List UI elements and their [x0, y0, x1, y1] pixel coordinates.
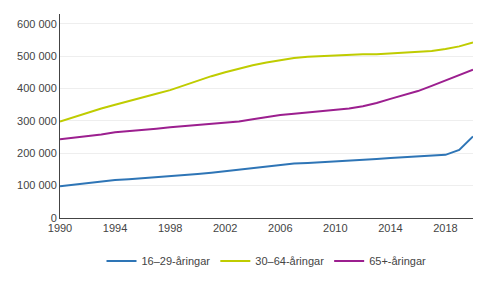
svg-text:1990: 1990: [48, 222, 72, 234]
svg-text:300 000: 300 000: [17, 115, 57, 127]
svg-text:2010: 2010: [323, 222, 347, 234]
svg-text:65+-åringar: 65+-åringar: [369, 255, 426, 267]
svg-text:2014: 2014: [378, 222, 402, 234]
svg-text:500 000: 500 000: [17, 50, 57, 62]
svg-text:0: 0: [51, 212, 57, 224]
svg-text:600 000: 600 000: [17, 18, 57, 30]
svg-text:16–29-åringar: 16–29-åringar: [142, 255, 211, 267]
svg-text:400 000: 400 000: [17, 82, 57, 94]
svg-text:2006: 2006: [268, 222, 292, 234]
svg-text:30–64-åringar: 30–64-åringar: [255, 255, 324, 267]
svg-text:1998: 1998: [158, 222, 182, 234]
svg-text:200 000: 200 000: [17, 147, 57, 159]
svg-text:1994: 1994: [103, 222, 127, 234]
svg-text:100 000: 100 000: [17, 179, 57, 191]
svg-text:2002: 2002: [213, 222, 237, 234]
svg-text:2018: 2018: [433, 222, 457, 234]
